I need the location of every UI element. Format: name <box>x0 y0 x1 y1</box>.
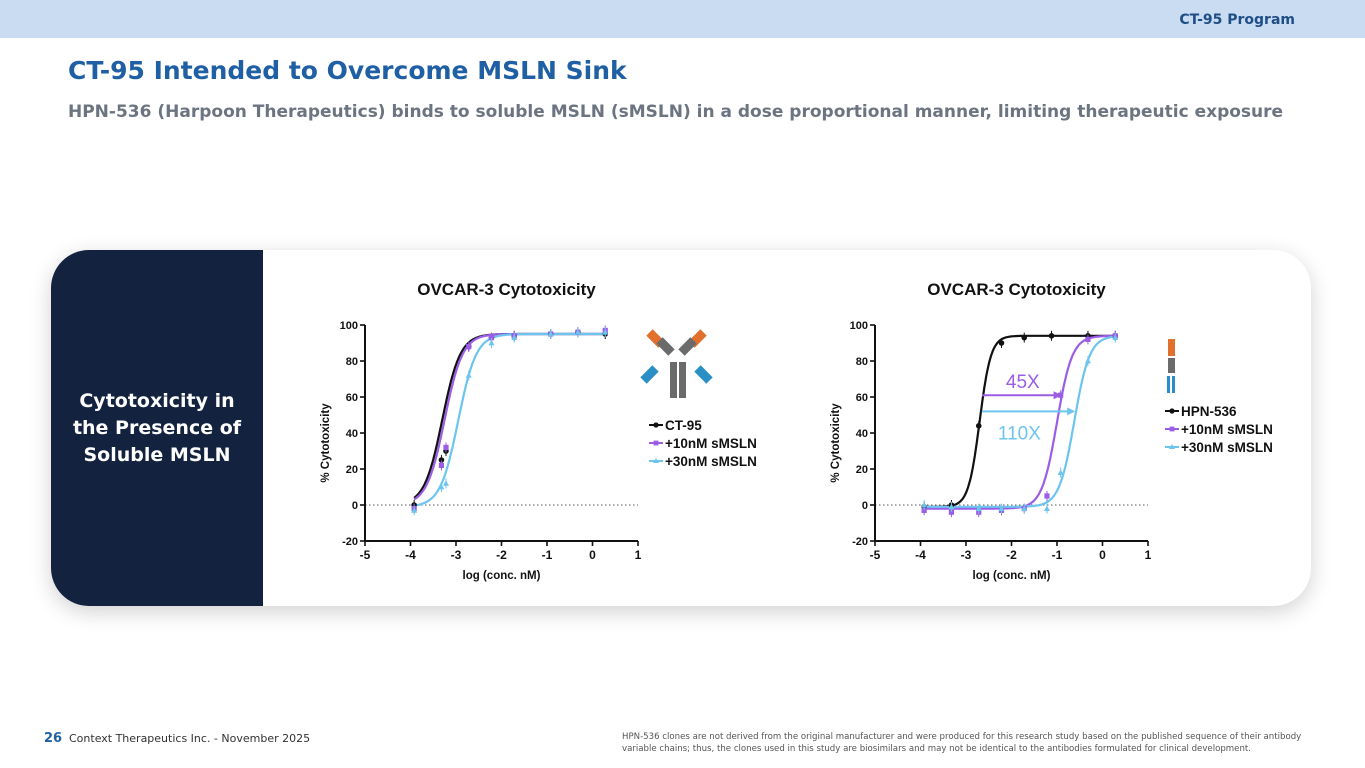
data-point <box>488 339 495 346</box>
annotation-arrowhead <box>1067 407 1076 416</box>
y-tick-label: 80 <box>856 356 868 368</box>
card-side-panel: Cytotoxicity in the Presence of Soluble … <box>51 250 263 606</box>
data-point <box>948 503 955 510</box>
legend-label: +10nM sMSLN <box>665 436 757 451</box>
y-tick-label: -20 <box>342 536 358 548</box>
page-number: 26 <box>44 731 63 746</box>
x-tick-label: 0 <box>589 548 596 562</box>
bispecific-icon <box>1167 339 1175 393</box>
legend-marker <box>1169 426 1175 432</box>
data-point <box>1084 357 1091 364</box>
y-tick-label: 100 <box>340 320 358 332</box>
legend-label: +30nM sMSLN <box>1181 440 1273 455</box>
legend-marker <box>1169 444 1175 449</box>
data-point <box>1021 334 1028 341</box>
x-tick-label: -1 <box>1052 548 1063 562</box>
legend-marker <box>653 440 659 446</box>
legend-label: +10nM sMSLN <box>1181 422 1273 437</box>
series-curve-ct95 <box>924 334 1116 508</box>
y-axis-label: % Cytotoxicity <box>320 403 332 483</box>
data-point <box>1043 505 1050 511</box>
data-point <box>975 505 982 511</box>
y-axis-label: % Cytotoxicity <box>830 403 842 483</box>
data-point <box>1112 334 1119 340</box>
data-point <box>442 480 449 486</box>
legend-marker <box>653 458 659 463</box>
data-point <box>411 507 418 513</box>
program-label: CT-95 Program <box>1179 12 1295 28</box>
data-point <box>975 423 982 429</box>
legend-marker <box>1169 408 1175 414</box>
data-point <box>443 444 449 450</box>
data-point <box>921 501 928 508</box>
chart-title: OVCAR-3 Cytotoxicity <box>927 280 1106 299</box>
slide-subtitle: HPN-536 (Harpoon Therapeutics) binds to … <box>68 102 1284 122</box>
x-axis-label: log (conc. nM) <box>973 570 1051 582</box>
annotation-label: 45X <box>1006 372 1040 393</box>
data-point <box>1085 336 1091 342</box>
x-tick-label: -5 <box>360 548 371 562</box>
footer-organization: Context Therapeutics Inc. - November 202… <box>69 732 311 745</box>
data-point <box>998 505 1005 511</box>
series-curve-plus30 <box>924 335 1116 508</box>
x-tick-label: 1 <box>635 548 642 562</box>
top-banner: CT-95 Program <box>0 0 1365 38</box>
data-point <box>921 507 927 513</box>
y-tick-label: 80 <box>346 356 358 368</box>
side-label: Cytotoxicity in the Presence of Soluble … <box>72 389 242 466</box>
annotation-label: 110X <box>998 423 1041 444</box>
results-card: Cytotoxicity in the Presence of Soluble … <box>51 250 1311 606</box>
data-point <box>574 329 581 335</box>
legend-label: HPN-536 <box>1181 404 1237 419</box>
data-point <box>1021 505 1028 511</box>
x-axis-label: log (conc. nM) <box>463 570 541 582</box>
y-tick-label: 20 <box>856 464 868 476</box>
x-tick-label: -2 <box>1006 548 1017 562</box>
legend-label: +30nM sMSLN <box>665 454 757 469</box>
y-tick-label: 0 <box>352 500 358 512</box>
data-point <box>948 509 955 515</box>
x-tick-label: -3 <box>961 548 972 562</box>
y-tick-label: 40 <box>346 428 358 440</box>
series-curve-ct95 <box>413 332 606 499</box>
data-point <box>466 344 472 350</box>
annotation-arrowhead <box>1053 391 1062 400</box>
data-point <box>465 372 472 378</box>
x-tick-label: -4 <box>405 548 416 562</box>
y-tick-label: 60 <box>856 392 868 404</box>
data-point <box>1057 469 1064 475</box>
data-point <box>438 457 445 463</box>
x-tick-label: -4 <box>915 548 926 562</box>
y-tick-label: 100 <box>850 320 868 332</box>
x-tick-label: 0 <box>1099 548 1106 562</box>
data-point <box>488 335 495 341</box>
x-tick-label: 1 <box>1145 548 1152 562</box>
footnote: HPN-536 clones are not derived from the … <box>622 732 1302 754</box>
antibody-icon <box>640 329 713 398</box>
x-tick-label: -1 <box>542 548 553 562</box>
data-point <box>602 329 609 335</box>
data-point <box>998 340 1005 346</box>
data-point <box>511 334 518 340</box>
data-point <box>1044 493 1050 499</box>
y-tick-label: 0 <box>862 500 868 512</box>
series-curve-plus30 <box>413 332 606 507</box>
data-point <box>438 462 445 468</box>
y-tick-label: -20 <box>852 536 868 548</box>
data-point <box>1048 333 1055 339</box>
legend-marker <box>653 422 659 428</box>
chart-title: OVCAR-3 Cytotoxicity <box>417 280 596 299</box>
slide-title: CT-95 Intended to Overcome MSLN Sink <box>68 56 627 85</box>
y-tick-label: 20 <box>346 464 358 476</box>
x-tick-label: -3 <box>451 548 462 562</box>
data-point <box>438 483 445 490</box>
data-point <box>547 330 554 337</box>
y-tick-label: 40 <box>856 428 868 440</box>
x-tick-label: -2 <box>496 548 507 562</box>
x-tick-label: -5 <box>870 548 881 562</box>
legend-label: CT-95 <box>665 418 702 433</box>
y-tick-label: 60 <box>346 392 358 404</box>
